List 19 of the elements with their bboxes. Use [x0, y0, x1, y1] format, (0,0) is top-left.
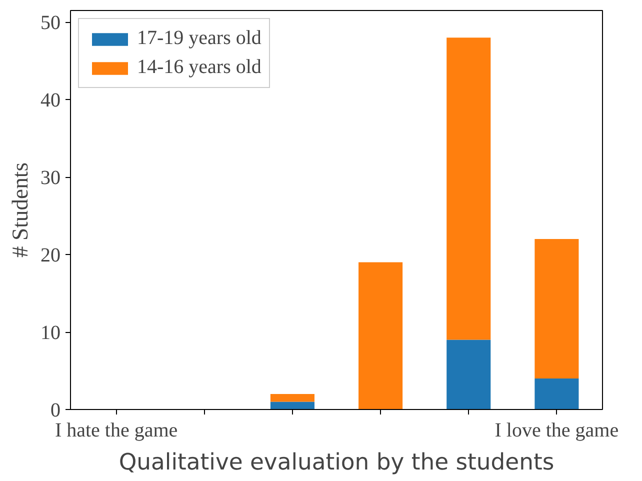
bar: [534, 378, 579, 410]
x-tick-label: I love the game: [494, 420, 619, 442]
bar: [270, 394, 314, 402]
y-tick-label: 50: [40, 12, 60, 34]
bar: [446, 340, 491, 410]
bar: [534, 239, 579, 379]
bar: [270, 402, 314, 410]
bar: [446, 38, 491, 340]
x-axis-title: Qualitative evaluation by the students: [118, 450, 554, 476]
y-tick-label: 0: [50, 400, 60, 422]
legend-label: 17-19 years old: [137, 27, 262, 50]
y-tick-label: 10: [40, 322, 60, 344]
legend-label: 14-16 years old: [137, 56, 262, 79]
y-tick-label: 20: [40, 244, 60, 267]
y-axis-title: # Students: [8, 162, 32, 258]
y-tick-label: 40: [40, 90, 60, 112]
x-tick-label: I hate the game: [54, 420, 178, 442]
y-tick-label: 30: [40, 167, 60, 190]
bar: [358, 262, 403, 410]
